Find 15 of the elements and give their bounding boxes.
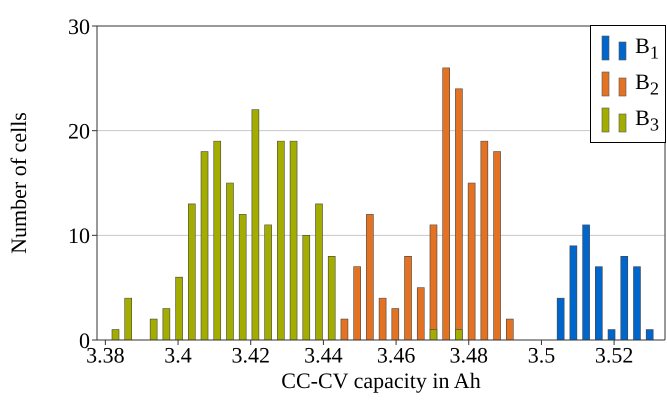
y-tick-label: 20: [68, 118, 90, 144]
y-tick-label: 10: [68, 223, 90, 248]
legend-label: B$_{2}$: [635, 68, 659, 100]
legend-label: B$_{1}$: [635, 32, 659, 64]
y-axis-title: Number of cells: [6, 112, 31, 254]
x-tick-label: 3.44: [304, 342, 343, 368]
x-axis-title: CC-CV capacity in Ah: [281, 368, 481, 393]
x-tick-label: 3.42: [231, 342, 270, 368]
x-tick-label: 3.46: [376, 342, 416, 368]
x-tick-label: 3.4: [164, 342, 192, 368]
x-tick-label: 3.5: [528, 342, 556, 368]
x-tick-label: 3.48: [450, 342, 488, 368]
x-tick-label: 3.52: [594, 342, 634, 368]
y-tick-label: 30: [68, 14, 90, 39]
legend-label: B$_{3}$: [635, 104, 659, 136]
